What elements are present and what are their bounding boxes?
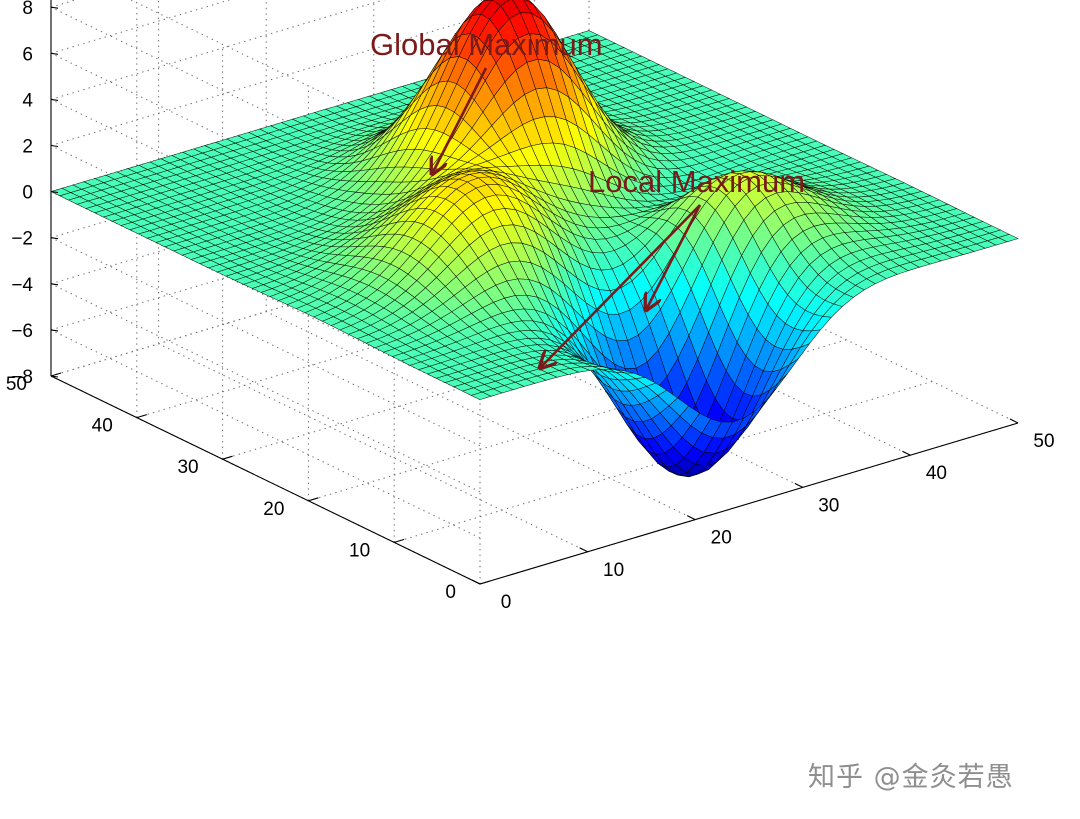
z-tick-label: 2	[22, 137, 33, 158]
x-tick-mark	[579, 547, 588, 553]
x-tick-mark	[471, 579, 481, 585]
x-tick-label: 30	[818, 495, 839, 516]
z-tick-label: 6	[22, 44, 33, 65]
y-tick-label: 20	[263, 499, 284, 520]
annotation-arrow	[432, 67, 488, 174]
x-tick-mark	[794, 482, 804, 488]
floor-grid-line	[265, 311, 696, 521]
z-tick-mark	[50, 283, 59, 286]
z-tick-mark	[50, 98, 59, 101]
floor-grid-line	[588, 214, 1019, 424]
y-tick-label: 0	[445, 582, 456, 603]
x-tick-label: 20	[711, 528, 732, 549]
z-tick-mark	[50, 237, 59, 240]
floor-grid-line	[481, 246, 911, 456]
z-tick-mark	[50, 191, 59, 194]
y-tick-label: 40	[92, 416, 113, 437]
floor-grid-line	[373, 278, 804, 488]
y-tick-label: 10	[349, 540, 370, 561]
y-tick-mark	[222, 455, 233, 460]
z-tick-label: 4	[22, 90, 33, 111]
annotation-arrow	[646, 204, 702, 310]
wall-grid-line	[50, 0, 385, 100]
x-tick-label: 40	[926, 463, 947, 484]
floor-grid-line	[308, 339, 847, 502]
watermark: 知乎 @金灸若愚	[808, 762, 1014, 793]
x-tick-mark	[1009, 418, 1019, 424]
z-tick-mark	[50, 52, 59, 55]
z-tick-label: −6	[11, 321, 33, 342]
x-tick-mark	[686, 515, 696, 521]
z-tick-label: −2	[11, 229, 33, 250]
z-tick-label: −8	[11, 367, 33, 388]
wall-grid-line	[50, 0, 539, 146]
z-tick-mark	[50, 6, 59, 9]
y-tick-mark	[479, 580, 491, 585]
y-tick-mark	[308, 497, 319, 502]
y-tick-mark	[50, 372, 62, 377]
axis-line	[479, 422, 1019, 585]
wall-grid-line	[50, 237, 481, 447]
z-tick-mark	[50, 144, 59, 148]
z-tick-label: 0	[22, 183, 33, 204]
wall-grid-line	[50, 329, 481, 539]
floor-grid-line	[158, 343, 588, 553]
surface-mesh	[50, 0, 1019, 478]
annotation-label: Local Maximum	[588, 164, 805, 199]
wall-grid-line	[50, 283, 481, 493]
z-tick-label: −4	[11, 275, 33, 296]
x-tick-label: 50	[1033, 431, 1054, 452]
y-tick-label: 30	[177, 457, 198, 478]
x-tick-mark	[902, 450, 911, 456]
z-tick-label: 8	[22, 0, 33, 19]
surface-cell	[470, 391, 492, 400]
y-tick-mark	[136, 414, 147, 419]
y-tick-mark	[394, 538, 405, 543]
axis-line	[50, 375, 481, 585]
annotations: Global Maximum Local Maximum	[370, 27, 805, 368]
x-tick-label: 10	[603, 560, 624, 581]
z-tick-mark	[50, 329, 59, 332]
y-tick-label: 50	[6, 374, 27, 395]
annotation-label: Global Maximum	[370, 27, 603, 62]
x-tick-label: 0	[501, 592, 512, 613]
annotation-arrow	[540, 204, 701, 368]
